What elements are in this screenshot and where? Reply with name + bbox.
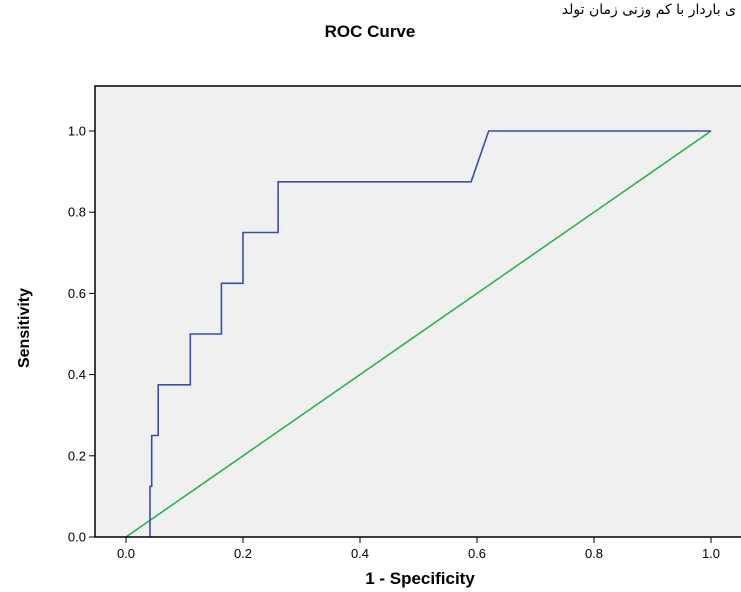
x-tick-label: 0.4	[351, 546, 369, 561]
y-tick-label: 1.0	[68, 124, 86, 139]
x-axis-label: 1 - Specificity	[365, 569, 475, 588]
header-text: ی باردار با کم وزنی زمان تولد	[562, 2, 736, 18]
plot-area	[95, 86, 741, 537]
y-tick-label: 0.0	[68, 530, 86, 545]
y-tick-label: 0.4	[68, 367, 86, 382]
x-tick-label: 0.6	[468, 546, 486, 561]
x-tick-label: 0.8	[585, 546, 603, 561]
y-axis-label: Sensitivity	[16, 288, 33, 368]
y-tick-label: 0.6	[68, 286, 86, 301]
x-tick-label: 0.2	[234, 546, 252, 561]
chart-title: ROC Curve	[325, 22, 416, 41]
x-tick-label: 0.0	[117, 546, 135, 561]
y-tick-label: 0.8	[68, 205, 86, 220]
y-tick-label: 0.2	[68, 448, 86, 463]
x-tick-label: 1.0	[702, 546, 720, 561]
